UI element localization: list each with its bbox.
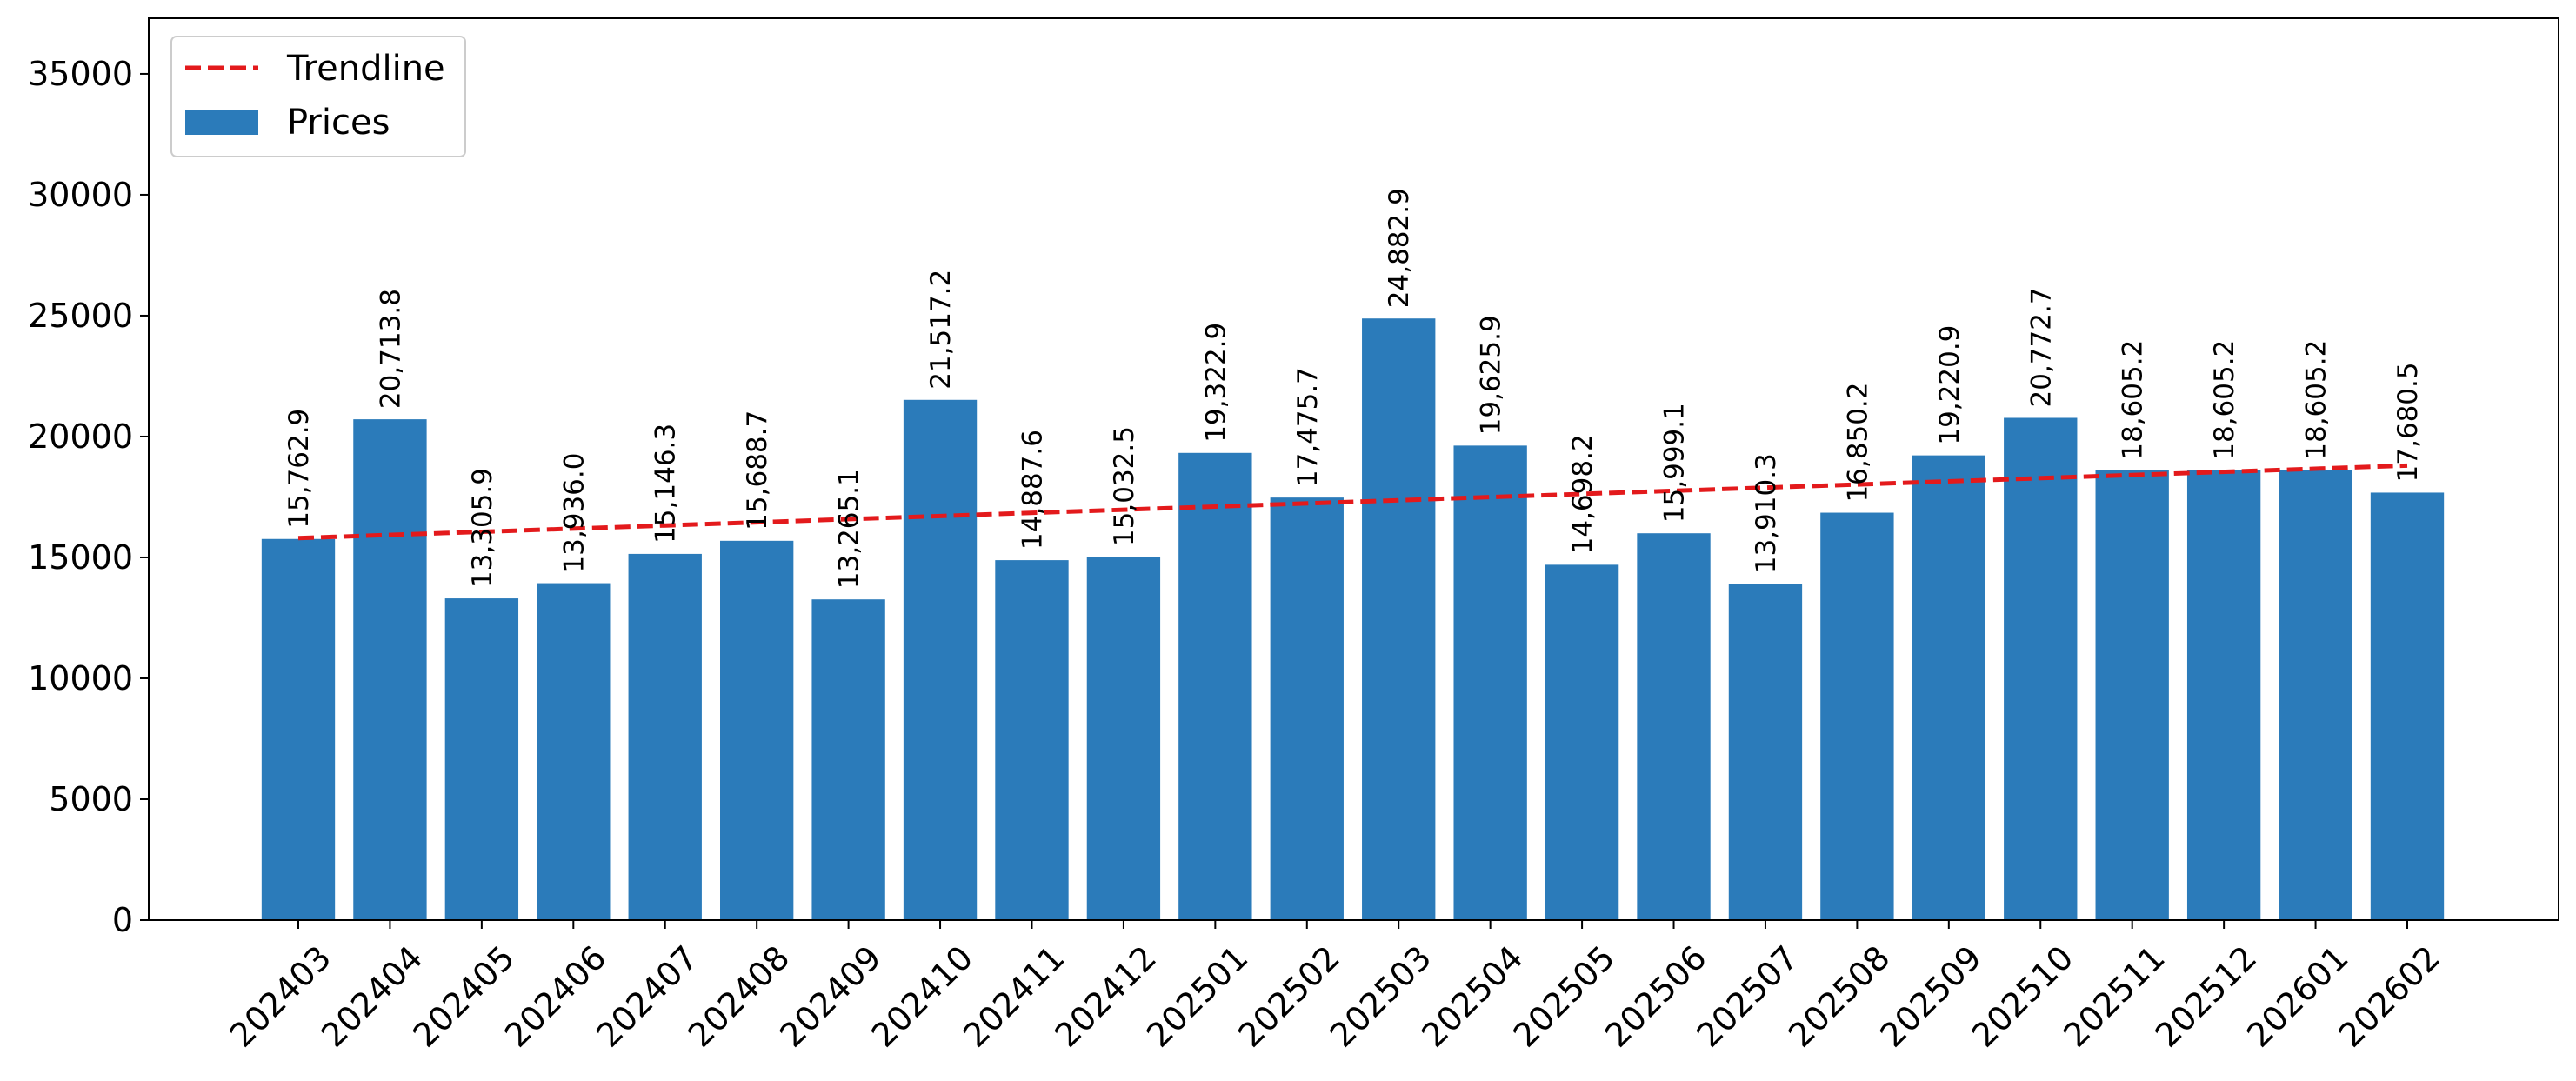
data-label-202410: 21,517.2 <box>925 270 957 390</box>
bar-202410 <box>903 399 978 920</box>
x-tick-label-202406: 202406 <box>497 938 614 1055</box>
y-tick-label: 25000 <box>28 297 133 335</box>
bar-202503 <box>1362 318 1436 921</box>
bar-202409 <box>811 599 885 920</box>
y-tick-label: 30000 <box>28 176 133 214</box>
x-tick-label-202511: 202511 <box>2056 938 2172 1055</box>
bar-202501 <box>1178 452 1252 920</box>
legend-label-trendline: Trendline <box>286 49 445 89</box>
bar-202411 <box>995 560 1069 920</box>
bar-202511 <box>2095 470 2169 920</box>
data-label-202503: 24,882.9 <box>1384 188 1415 308</box>
x-tick-label-202512: 202512 <box>2148 938 2265 1055</box>
bar-202412 <box>1086 557 1161 920</box>
x-tick-label-202504: 202504 <box>1414 938 1531 1055</box>
x-tick-label-202509: 202509 <box>1872 938 1989 1055</box>
y-tick-label: 35000 <box>28 55 133 93</box>
data-label-202502: 17,475.7 <box>1292 367 1324 487</box>
x-tick-label-202503: 202503 <box>1323 938 1439 1055</box>
data-label-202506: 15,999.1 <box>1659 403 1691 523</box>
x-axis: 2024032024042024052024062024072024082024… <box>222 920 2447 1055</box>
y-tick-label: 10000 <box>28 659 133 697</box>
x-tick-label-202412: 202412 <box>1047 938 1164 1055</box>
data-label-202509: 19,220.9 <box>1934 325 1965 445</box>
legend-label-prices: Prices <box>287 103 390 143</box>
bar-202407 <box>628 553 702 920</box>
data-label-202403: 15,762.9 <box>284 409 315 529</box>
trendline <box>297 463 2408 541</box>
x-tick-label-202505: 202505 <box>1506 938 1623 1055</box>
data-label-202505: 14,698.2 <box>1567 434 1598 554</box>
x-tick-label-202404: 202404 <box>314 938 430 1055</box>
data-label-202512: 18,605.2 <box>2209 340 2240 460</box>
data-label-202409: 13,265.1 <box>834 469 865 589</box>
bar-202403 <box>261 538 336 920</box>
bar-202506 <box>1637 533 1711 920</box>
bar-202408 <box>720 540 794 920</box>
x-tick-label-202508: 202508 <box>1781 938 1898 1055</box>
x-tick-label-202410: 202410 <box>864 938 981 1055</box>
bar-202510 <box>2004 417 2078 920</box>
y-tick-label: 20000 <box>28 417 133 456</box>
y-tick-label: 15000 <box>28 538 133 577</box>
y-tick-label: 0 <box>112 901 133 939</box>
x-tick-label-202409: 202409 <box>772 938 889 1055</box>
bar-202406 <box>537 583 611 920</box>
x-tick-label-202405: 202405 <box>405 938 522 1055</box>
data-label-202407: 15,146.3 <box>651 424 682 544</box>
x-tick-label-202602: 202602 <box>2331 938 2447 1055</box>
bar-202404 <box>353 419 427 920</box>
bar-202601 <box>2279 470 2352 920</box>
x-tick-label-202507: 202507 <box>1689 938 1805 1055</box>
legend-prices-swatch <box>185 110 258 135</box>
bar-202405 <box>444 598 519 920</box>
data-label-202405: 13,305.9 <box>467 468 498 588</box>
data-label-202404: 20,713.8 <box>375 289 406 409</box>
y-tick-label: 5000 <box>49 780 133 818</box>
bar-202512 <box>2186 470 2261 920</box>
data-label-202602: 17,680.5 <box>2392 362 2424 482</box>
data-label-202510: 20,772.7 <box>2025 287 2057 407</box>
bar-202602 <box>2370 492 2445 920</box>
bars-group <box>261 318 2445 921</box>
bar-202509 <box>1912 455 1985 920</box>
bar-202502 <box>1270 497 1344 920</box>
data-label-202408: 15,688.7 <box>742 410 773 530</box>
data-label-202508: 16,850.2 <box>1842 382 1873 502</box>
data-label-202501: 19,322.9 <box>1200 323 1231 443</box>
data-labels: 15,762.9 20,713.8 13,305.9 13,936.0 15,146.3… <box>284 188 2424 589</box>
x-tick-label-202411: 202411 <box>956 938 1072 1055</box>
x-tick-label-202407: 202407 <box>589 938 705 1055</box>
data-label-202507: 13,910.3 <box>1751 453 1782 573</box>
plot-frame <box>148 17 2559 921</box>
y-axis: 0 5000 10000 15000 20000 25000 30000 35000 <box>28 55 149 939</box>
x-tick-label-202502: 202502 <box>1231 938 1347 1055</box>
data-label-202412: 15,032.5 <box>1109 426 1140 546</box>
bar-202508 <box>1820 512 1894 920</box>
data-label-202406: 13,936.0 <box>558 453 590 573</box>
x-tick-label-202506: 202506 <box>1598 938 1714 1055</box>
legend: Trendline Prices <box>170 36 466 157</box>
x-tick-label-202403: 202403 <box>222 938 338 1055</box>
data-label-202411: 14,887.6 <box>1017 430 1048 550</box>
x-tick-label-202501: 202501 <box>1139 938 1256 1055</box>
data-label-202601: 18,605.2 <box>2301 340 2332 460</box>
bar-202507 <box>1728 584 1803 920</box>
data-label-202511: 18,605.2 <box>2118 340 2149 460</box>
x-tick-label-202510: 202510 <box>1965 938 2081 1055</box>
x-tick-label-202408: 202408 <box>681 938 797 1055</box>
x-tick-label-202601: 202601 <box>2239 938 2356 1055</box>
bar-202505 <box>1545 564 1619 920</box>
bar-202504 <box>1453 445 1527 920</box>
data-label-202504: 19,625.9 <box>1476 315 1507 435</box>
